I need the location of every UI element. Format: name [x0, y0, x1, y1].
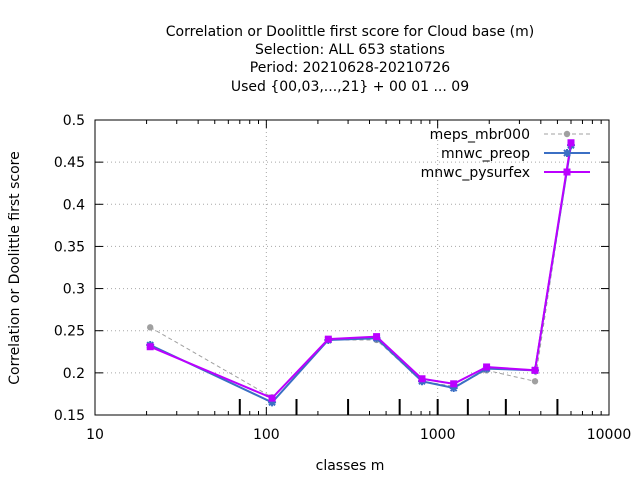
- data-point: [531, 366, 539, 374]
- x-tick-label: 10000: [587, 427, 632, 443]
- data-point: [418, 375, 426, 383]
- data-point: [268, 398, 277, 407]
- x-tick-label: 1000: [420, 427, 456, 443]
- y-tick-label: 0.5: [63, 113, 85, 129]
- series-mnwc_preop: [146, 141, 575, 407]
- data-point: [563, 130, 571, 138]
- y-tick-label: 0.3: [63, 282, 85, 298]
- class-boundary-ticks: [238, 399, 559, 415]
- title-line-4: Used {00,03,...,21} + 00 01 ... 09: [231, 79, 469, 95]
- data-point: [450, 380, 458, 388]
- y-tick-label: 0.2: [63, 366, 85, 382]
- legend: meps_mbr000 mnwc_preop mnwc_pysurfex: [421, 127, 590, 181]
- title-line-2: Selection: ALL 653 stations: [255, 42, 445, 58]
- y-tick-label: 0.25: [54, 324, 85, 340]
- data-point: [563, 149, 571, 157]
- grid: [95, 120, 609, 415]
- data-point: [146, 343, 154, 351]
- legend-label: mnwc_preop: [441, 146, 530, 162]
- chart-title: Correlation or Doolittle first score for…: [166, 24, 534, 95]
- y-tick-label: 0.4: [63, 197, 85, 213]
- data-point: [531, 378, 539, 385]
- plot-frame: [94, 119, 610, 416]
- axis-ticks: 0.15 0.2 0.25 0.3 0.35 0.4 0.45 0.5 10 100 1000 100…: [54, 113, 631, 443]
- x-tick-label: 100: [253, 427, 280, 443]
- data-point: [483, 363, 491, 371]
- data-point: [268, 394, 276, 402]
- data-point: [373, 333, 381, 341]
- legend-label: mnwc_pysurfex: [421, 165, 530, 181]
- series-line: [149, 142, 572, 400]
- data-point: [324, 335, 332, 343]
- y-axis-label: Correlation or Doolittle first score: [7, 151, 23, 384]
- series-layer: [146, 139, 575, 407]
- data-point: [449, 384, 458, 393]
- x-tick-label: 10: [86, 427, 104, 443]
- series-line: [149, 145, 572, 398]
- legend-label: meps_mbr000: [430, 127, 530, 143]
- title-line-1: Correlation or Doolittle first score for…: [166, 24, 534, 40]
- y-tick-label: 0.35: [54, 239, 85, 255]
- data-point: [567, 139, 575, 147]
- title-line-3: Period: 20210628-20210726: [250, 60, 450, 76]
- series-mnwc_pysurfex: [146, 139, 575, 402]
- x-axis-label: classes m: [316, 458, 385, 474]
- y-tick-label: 0.45: [54, 155, 85, 171]
- y-tick-label: 0.15: [54, 408, 85, 424]
- data-point: [563, 168, 571, 176]
- data-point: [147, 324, 154, 331]
